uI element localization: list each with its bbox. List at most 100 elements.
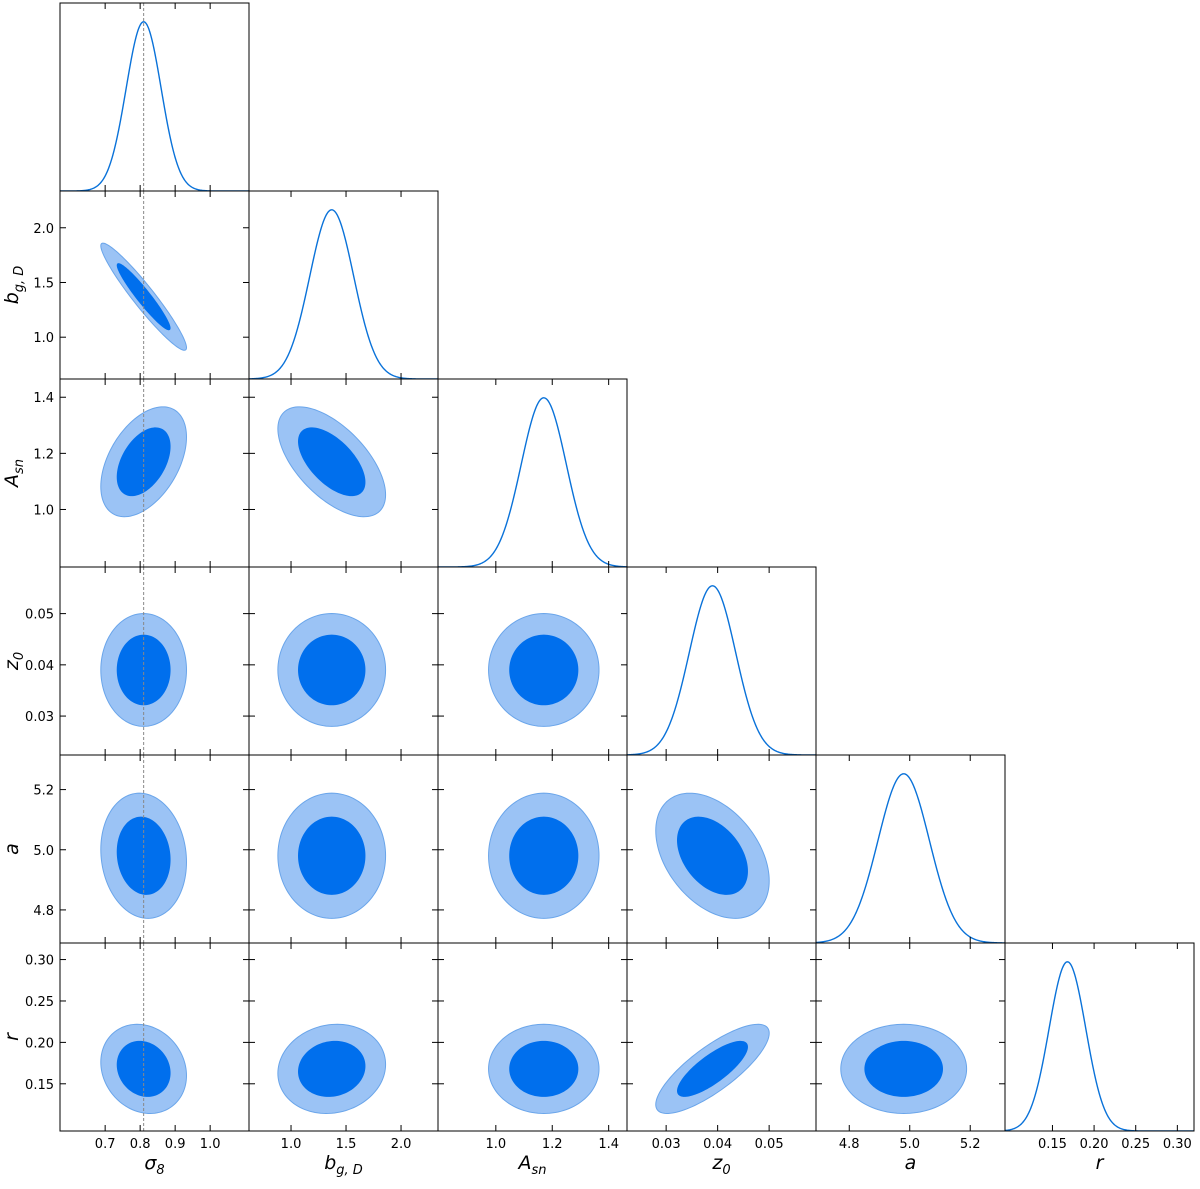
panel-frame <box>626 566 817 756</box>
panel-frame <box>59 2 250 192</box>
panel <box>277 1023 387 1114</box>
y-tick-label: 5.2 <box>33 784 54 799</box>
panel <box>488 792 600 919</box>
panel-frame <box>437 378 628 568</box>
y-tick-label: 1.4 <box>33 391 54 406</box>
x-tick-label: 4.8 <box>839 1137 860 1152</box>
contour-inner <box>509 634 579 706</box>
y-tick-label: 2.0 <box>33 222 54 237</box>
axis-label-base: r <box>1096 1152 1105 1174</box>
axis-label-sub: sn <box>531 1163 546 1178</box>
axis-label-sub: 0 <box>722 1163 730 1178</box>
axis-label: Asn <box>516 1152 546 1178</box>
panel <box>100 379 187 567</box>
x-tick-label: 2.0 <box>391 1137 412 1152</box>
x-tick-label: 1.5 <box>336 1137 357 1152</box>
axis-label: z0 <box>711 1152 730 1178</box>
x-tick-label: 5.2 <box>960 1137 981 1152</box>
axis-label-base: r <box>1 1032 23 1041</box>
contour-inner <box>298 634 366 706</box>
marginal-curve <box>1005 961 1194 1131</box>
panel <box>277 406 387 518</box>
axis-label-base: z <box>1 659 23 671</box>
axis-label: Asn <box>1 459 27 489</box>
x-tick-label: 1.0 <box>281 1137 302 1152</box>
contour-inner <box>864 1040 944 1097</box>
axis-label-sub: 0 <box>12 652 27 660</box>
axis-label-base: A <box>1 474 23 489</box>
panel <box>277 613 387 727</box>
contour-inner <box>298 1040 366 1097</box>
contour-inner <box>676 1040 748 1097</box>
axis-label: a <box>1 843 23 855</box>
panel <box>277 792 387 919</box>
axis-label: a <box>905 1152 917 1174</box>
axis-label: r <box>1 1032 23 1041</box>
x-tick-label: 0.03 <box>652 1137 681 1152</box>
x-tick-label: 0.20 <box>1080 1137 1109 1152</box>
marginal-curve <box>627 585 816 755</box>
panel-frame <box>59 190 250 380</box>
x-tick-label: 0.15 <box>1038 1137 1067 1152</box>
y-tick-label: 1.2 <box>33 447 54 462</box>
y-tick-label: 0.04 <box>25 659 54 674</box>
panel <box>100 191 187 379</box>
panel <box>655 792 770 919</box>
panel <box>1005 961 1194 1131</box>
y-tick-label: 0.15 <box>25 1078 54 1093</box>
x-tick-label: 0.7 <box>95 1137 116 1152</box>
axis-label-sub: sn <box>12 459 27 474</box>
panel <box>816 773 1005 943</box>
x-tick-label: 1.0 <box>200 1137 221 1152</box>
x-tick-label: 0.04 <box>703 1137 732 1152</box>
axis-label-base: σ <box>144 1152 157 1174</box>
panel <box>488 1023 600 1114</box>
contour-inner <box>298 816 366 895</box>
panel <box>438 397 627 567</box>
x-tick-label: 1.2 <box>542 1137 563 1152</box>
panel <box>655 1023 770 1114</box>
panel-frame <box>248 190 439 380</box>
y-tick-label: 0.20 <box>25 1036 54 1051</box>
axis-label-base: a <box>1 843 23 855</box>
panel <box>100 755 187 943</box>
contour-inner <box>676 816 748 895</box>
y-tick-label: 4.8 <box>33 904 54 919</box>
panel-frame <box>1004 942 1195 1132</box>
panel <box>488 613 600 727</box>
x-tick-label: 1.0 <box>485 1137 506 1152</box>
x-tick-label: 0.9 <box>165 1137 186 1152</box>
y-tick-label: 0.30 <box>25 954 54 969</box>
axis-label: bg, D <box>324 1152 363 1178</box>
axis-label: bg, D <box>1 266 27 305</box>
contour-inner <box>298 427 366 497</box>
y-tick-label: 1.0 <box>33 331 54 346</box>
axis-label-base: b <box>324 1152 336 1174</box>
panel-frame <box>815 754 1006 944</box>
axis-label: σ8 <box>144 1152 164 1178</box>
panel <box>840 1023 968 1114</box>
y-tick-label: 1.0 <box>33 503 54 518</box>
axis-label-base: z <box>711 1152 723 1174</box>
x-tick-label: 5.0 <box>899 1137 920 1152</box>
contour-inner <box>509 816 579 895</box>
axis-label-sub: 8 <box>156 1163 164 1178</box>
y-tick-label: 5.0 <box>33 844 54 859</box>
panel <box>60 3 249 191</box>
axis-label-sub: g, D <box>336 1163 363 1178</box>
panel <box>100 567 187 755</box>
axis-label: z0 <box>1 652 27 671</box>
y-tick-label: 0.05 <box>25 608 54 623</box>
axis-label-base: b <box>1 292 23 304</box>
axis-label-base: A <box>516 1152 531 1174</box>
marginal-curve <box>816 773 1005 943</box>
x-tick-label: 0.05 <box>755 1137 784 1152</box>
x-tick-label: 0.30 <box>1163 1137 1192 1152</box>
panel <box>627 585 816 755</box>
axis-label-sub: g, D <box>12 266 27 293</box>
panel <box>100 943 187 1131</box>
marginal-curve <box>60 21 249 191</box>
axis-label: r <box>1096 1152 1105 1174</box>
marginal-curve <box>249 209 438 379</box>
x-tick-label: 0.8 <box>130 1137 151 1152</box>
